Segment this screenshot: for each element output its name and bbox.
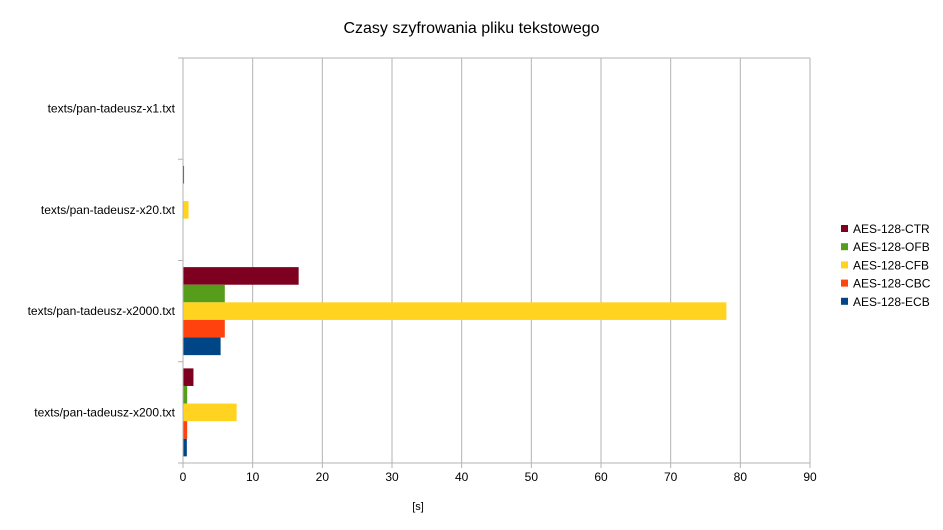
x-tick-label-0: 0 [180, 470, 187, 484]
gridlines [183, 57, 811, 463]
legend-label-0: AES-128-CTR [853, 222, 930, 236]
legend-label-1: AES-128-OFB [853, 240, 930, 254]
bar-AES-128-CBC-2 [183, 319, 225, 338]
x-tick-label-10: 10 [246, 470, 260, 484]
y-tick-label-0: texts/pan-tadeusz-x1.txt [48, 102, 176, 116]
x-tick-label-80: 80 [734, 470, 748, 484]
x-axis-label: [s] [412, 501, 424, 513]
bar-AES-128-CBC-3 [183, 421, 188, 439]
legend-label-3: AES-128-CBC [853, 277, 931, 291]
bar-AES-128-OFB-3 [183, 385, 188, 404]
x-tick-label-60: 60 [594, 470, 608, 484]
bar-AES-128-ECB-2 [183, 337, 221, 356]
y-tick-label-2: texts/pan-tadeusz-x2000.txt [28, 304, 176, 318]
legend-swatch-4 [841, 297, 848, 305]
bar-AES-128-CFB-2 [183, 302, 727, 320]
x-tick-label-30: 30 [385, 470, 399, 484]
legend: AES-128-CTR AES-128-OFB AES-128-CFB AES-128… [841, 222, 931, 309]
chart-title: Czasy szyfrowania pliku tekstowego [343, 20, 600, 37]
x-tick-label-90: 90 [803, 470, 817, 484]
y-tick-label-3: texts/pan-tadeusz-x200.txt [34, 405, 175, 419]
legend-label-2: AES-128-CFB [853, 258, 929, 272]
bar-AES-128-OFB-2 [183, 284, 225, 303]
legend-swatch-3 [841, 279, 848, 287]
legend-swatch-1 [841, 243, 848, 251]
x-tick-label-40: 40 [455, 470, 469, 484]
axes: 0 10 20 30 40 50 60 70 80 90 texts/pan-tadeusz-x1.… [28, 57, 817, 484]
bars [183, 64, 727, 457]
bar-AES-128-CFB-3 [183, 403, 237, 422]
x-tick-label-50: 50 [525, 470, 539, 484]
bar-AES-128-CFB-1 [183, 201, 189, 219]
legend-swatch-0 [841, 225, 848, 232]
y-tick-label-1: texts/pan-tadeusz-x20.txt [41, 203, 176, 217]
bar-AES-128-ECB-3 [183, 438, 187, 457]
legend-swatch-2 [841, 261, 848, 269]
bar-AES-128-CTR-2 [183, 267, 299, 285]
bar-AES-128-CTR-1 [183, 165, 185, 184]
legend-label-4: AES-128-ECB [853, 295, 930, 309]
x-tick-label-20: 20 [316, 470, 330, 484]
x-tick-label-70: 70 [664, 470, 678, 484]
bar-AES-128-CTR-3 [183, 368, 194, 386]
